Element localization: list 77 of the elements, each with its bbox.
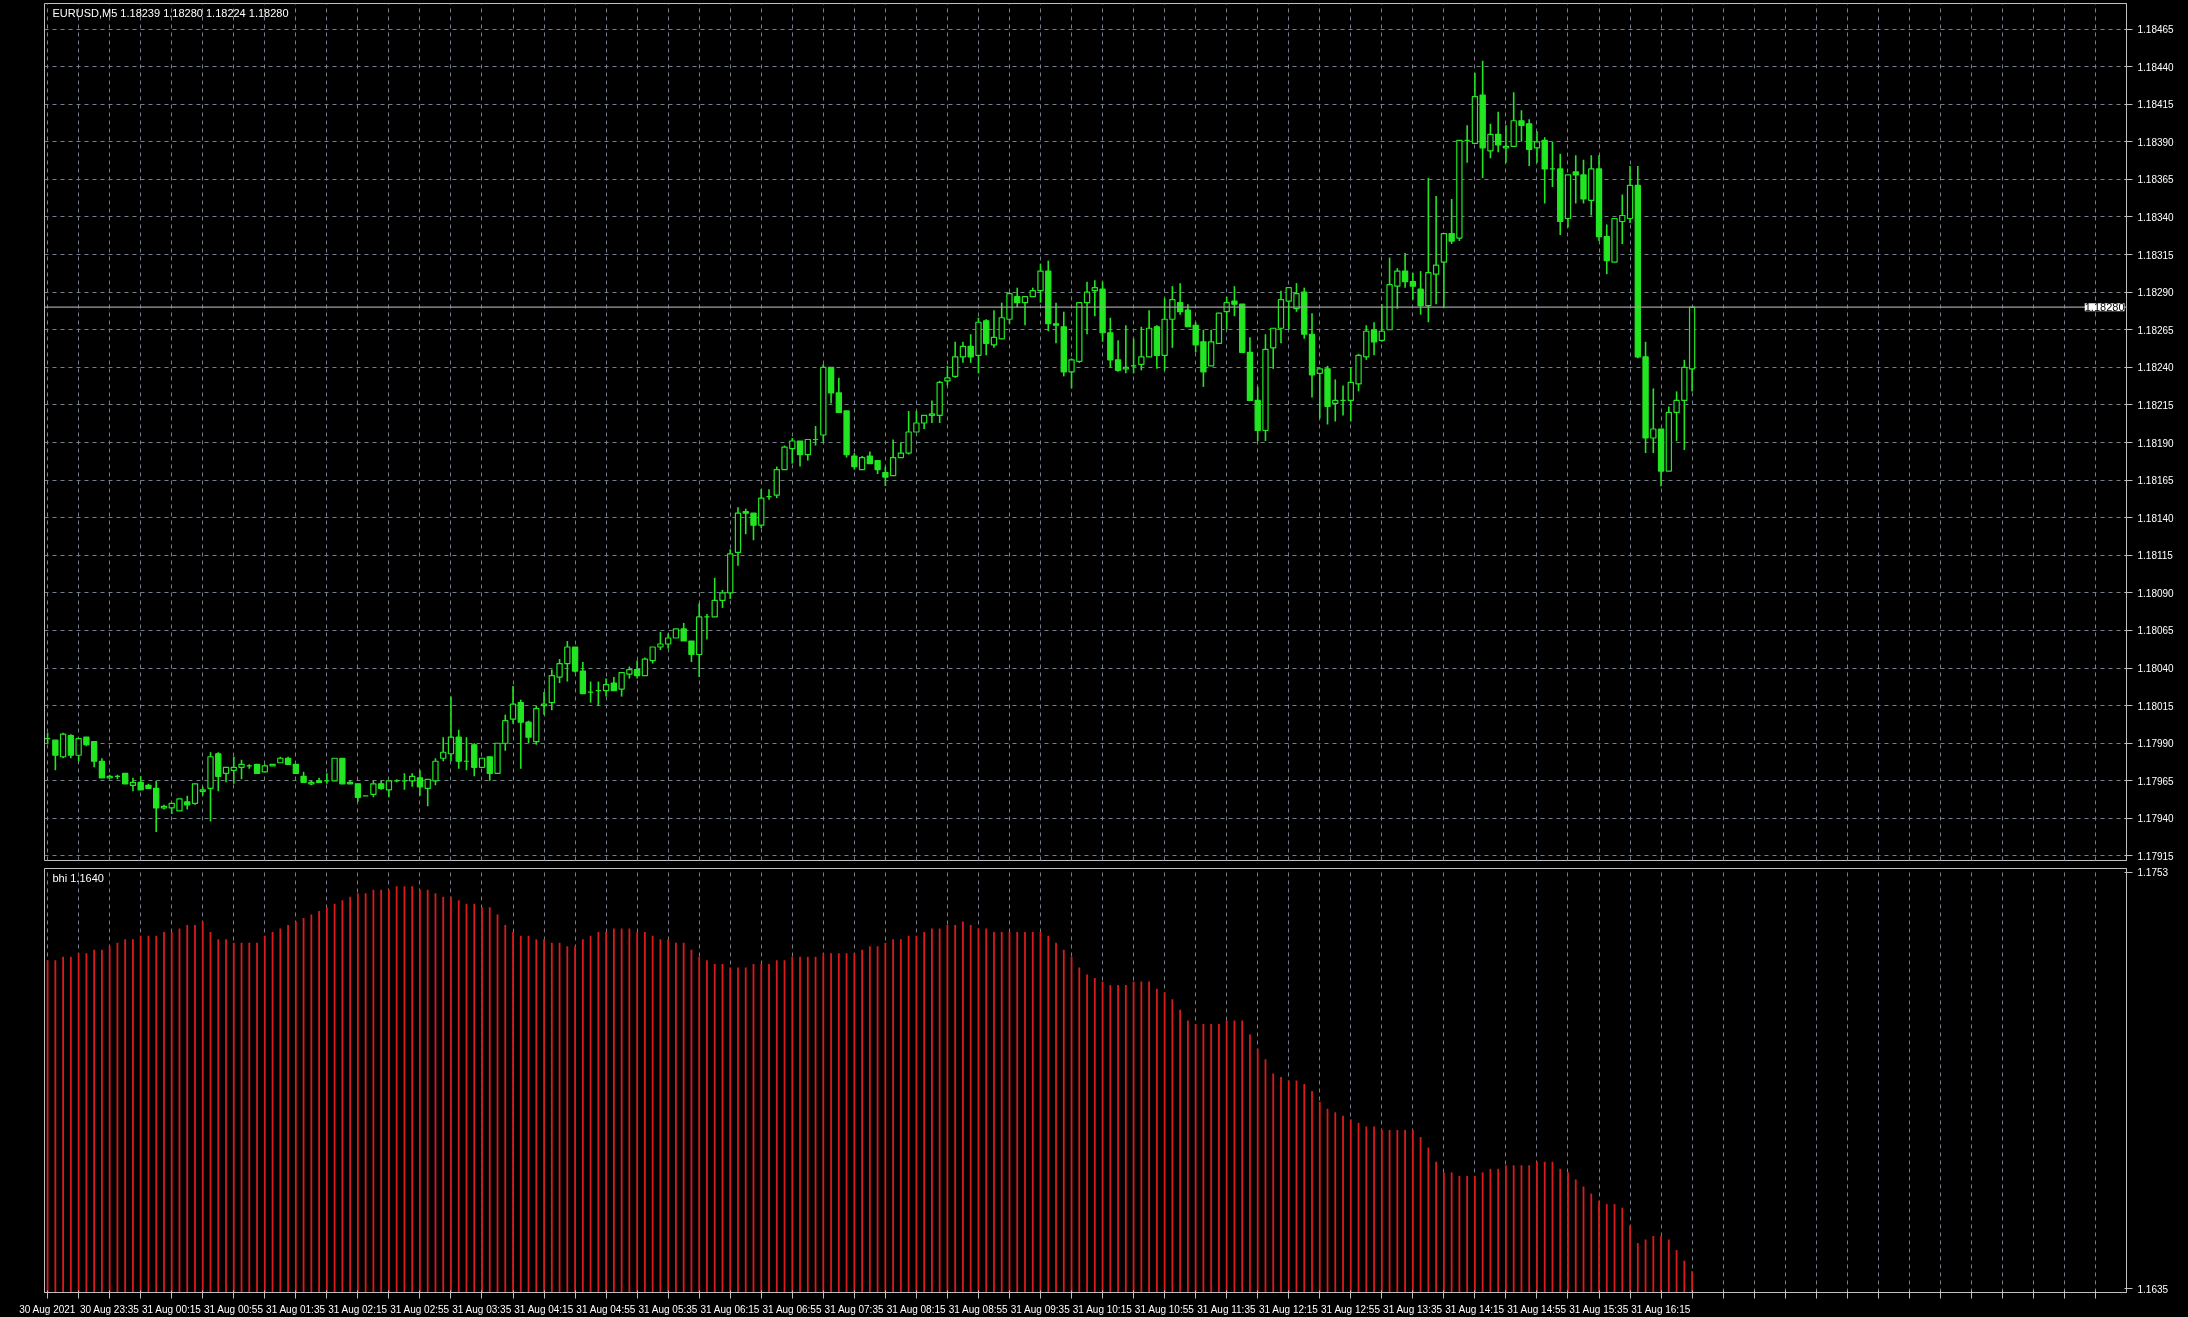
x-tick-label: 31 Aug 12:15 <box>1258 1303 1319 1315</box>
x-tick-label: 31 Aug 13:35 <box>1383 1303 1443 1315</box>
x-tick-label: 31 Aug 00:55 <box>204 1303 264 1315</box>
y-tick-label: 1.18440 <box>2137 61 2175 73</box>
y-tick-label: 1.17965 <box>2137 775 2175 787</box>
chart-title: EURUSD,M5 1.18239 1.18280 1.18224 1.18280 <box>52 6 289 19</box>
y-tick-label: 1.18065 <box>2137 625 2175 637</box>
x-tick-label: 31 Aug 11:35 <box>1197 1303 1256 1315</box>
candlestick <box>1572 154 1579 205</box>
candlestick <box>1083 280 1091 336</box>
x-tick-label: 31 Aug 14:55 <box>1507 1303 1567 1315</box>
x-tick-label: 30 Aug 2021 <box>19 1303 76 1315</box>
y-tick-label: 1.18165 <box>2137 475 2175 487</box>
y-tick-label: 1.17940 <box>2137 813 2175 825</box>
y-tick-label: 1.18290 <box>2137 287 2175 299</box>
candlestick <box>602 677 610 698</box>
x-tick-label: 31 Aug 00:15 <box>141 1303 202 1315</box>
x-tick-label: 31 Aug 04:15 <box>514 1303 574 1315</box>
candlestick <box>579 661 587 695</box>
y-tick-label: 1.18040 <box>2137 663 2175 675</box>
candlestick <box>804 438 811 462</box>
x-tick-label: 31 Aug 02:55 <box>390 1303 450 1315</box>
candlestick <box>509 685 517 725</box>
y-tick-label: 1.18340 <box>2137 212 2175 223</box>
x-tick-label: 31 Aug 10:15 <box>1072 1303 1133 1315</box>
x-tick-label: 31 Aug 08:15 <box>886 1303 947 1315</box>
candlestick <box>354 783 362 803</box>
candlestick <box>1138 325 1145 372</box>
candlestick <box>1270 327 1277 370</box>
y-tick-label: 1.17990 <box>2137 738 2175 750</box>
y-tick-label: 1.18390 <box>2137 136 2175 148</box>
x-tick-label: 31 Aug 10:55 <box>1134 1303 1195 1315</box>
candlestick <box>1378 303 1386 343</box>
candlestick <box>238 758 245 781</box>
x-tick-label: 31 Aug 16:15 <box>1631 1303 1691 1315</box>
candlestick <box>1409 271 1417 301</box>
x-tick-label: 31 Aug 06:15 <box>700 1303 760 1315</box>
candlestick <box>440 736 447 763</box>
candlestick <box>230 755 237 785</box>
y-tick-label: 1.18115 <box>2137 550 2174 562</box>
y-tick-label: 1.18215 <box>2137 399 2175 411</box>
chart-title: bhi 1.1640 <box>52 871 104 884</box>
candlestick <box>471 742 478 778</box>
candlestick <box>944 365 951 387</box>
x-tick-label: 31 Aug 08:55 <box>948 1303 1009 1315</box>
x-tick-label: 31 Aug 07:35 <box>824 1303 884 1315</box>
x-tick-label: 31 Aug 04:55 <box>576 1303 636 1315</box>
x-tick-label: 31 Aug 01:35 <box>266 1303 326 1315</box>
x-tick-label: 31 Aug 12:55 <box>1321 1303 1381 1315</box>
x-tick-label: 31 Aug 03:35 <box>452 1303 512 1315</box>
y-tick-label: 1.1753 <box>2137 867 2169 879</box>
candlestick <box>540 691 548 716</box>
candlestick <box>1021 295 1029 327</box>
candlestick <box>191 783 199 806</box>
y-tick-label: 1.18465 <box>2137 24 2175 36</box>
candlestick <box>952 340 959 379</box>
y-tick-label: 1.18015 <box>2137 700 2175 712</box>
x-tick-label: 31 Aug 02:15 <box>328 1303 388 1315</box>
y-tick-label: 1.1635 <box>2137 1283 2169 1295</box>
candlestick <box>153 780 160 833</box>
x-tick-label: 30 Aug 23:35 <box>79 1303 140 1315</box>
x-tick-label: 31 Aug 09:35 <box>1010 1303 1071 1315</box>
y-tick-label: 1.18265 <box>2137 324 2175 336</box>
x-tick-label: 31 Aug 15:35 <box>1569 1303 1629 1315</box>
y-tick-label: 1.18240 <box>2137 362 2175 374</box>
y-tick-label: 1.17915 <box>2137 850 2175 862</box>
y-tick-label: 1.18090 <box>2137 587 2175 599</box>
x-tick-label: 31 Aug 06:55 <box>762 1303 822 1315</box>
y-tick-label: 1.18140 <box>2137 512 2175 524</box>
y-tick-label: 1.18190 <box>2137 437 2175 449</box>
x-tick-label: 31 Aug 05:35 <box>638 1303 698 1315</box>
ref-line-label: 1.18280 <box>2084 301 2125 314</box>
y-tick-label: 1.18315 <box>2137 249 2175 261</box>
x-tick-label: 31 Aug 14:15 <box>1445 1303 1505 1315</box>
y-tick-label: 1.18415 <box>2137 99 2175 111</box>
y-tick-label: 1.18365 <box>2137 174 2175 186</box>
candlestick <box>1122 324 1130 375</box>
